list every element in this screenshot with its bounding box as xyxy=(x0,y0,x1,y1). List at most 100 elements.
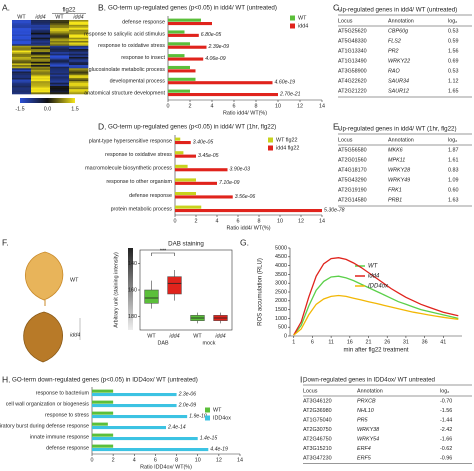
heatmap-cell xyxy=(31,76,51,79)
category-label: innate immune response xyxy=(30,434,89,440)
chart-title: GO-term up-regulated genes (p<0.05) in i… xyxy=(108,124,276,131)
heatmap-cell xyxy=(50,55,70,58)
heatmap-cell xyxy=(50,52,70,55)
bar xyxy=(175,151,184,155)
y-axis-label: ROS accumulation (RLU) xyxy=(258,258,264,326)
heatmap-cell xyxy=(50,32,70,35)
bar xyxy=(92,411,114,415)
category-label: macromolecule biosynthetic process xyxy=(85,166,172,172)
table-cell: AT5G25620 xyxy=(338,28,367,34)
table-cell: 1.09 xyxy=(448,177,459,183)
y-tick-label: 2500 xyxy=(275,289,287,295)
image-label: WT xyxy=(70,277,79,283)
y-tick-label: 2000 xyxy=(275,298,287,304)
p-value-label: 7.10e-09 xyxy=(219,180,240,186)
x-tick-label: 1 xyxy=(292,339,295,345)
legend-swatch xyxy=(268,137,273,143)
heatmap-cell xyxy=(12,37,32,40)
heatmap-cell xyxy=(31,73,51,75)
bar xyxy=(175,209,322,213)
y-tick-label: 3000 xyxy=(275,281,287,287)
heatmap-cell xyxy=(12,31,32,34)
heatmap-cell xyxy=(50,76,70,79)
bar xyxy=(92,393,177,397)
heatmap-cell xyxy=(69,73,89,75)
bar xyxy=(168,45,207,49)
heatmap-cell xyxy=(31,37,51,40)
heatmap-cell xyxy=(31,89,51,92)
heatmap-cell xyxy=(12,48,32,51)
heatmap-cell xyxy=(31,40,51,43)
heatmap-cell xyxy=(31,65,51,67)
legend-label: WT flg22 xyxy=(276,137,297,143)
image-label: idd4 xyxy=(70,332,80,338)
heatmap-cell xyxy=(69,92,89,95)
bar xyxy=(168,42,190,46)
heatmap-cell xyxy=(50,58,70,61)
heatmap-cell xyxy=(12,36,32,38)
heatmap-cell xyxy=(12,63,32,66)
heatmap-cell xyxy=(31,79,51,82)
table-cell: AT1G13340 xyxy=(338,48,367,54)
table-cell: WRKY28 xyxy=(388,167,410,173)
heatmap-cell xyxy=(50,61,70,64)
table-cell: CBP60g xyxy=(388,28,408,34)
heatmap-cell xyxy=(12,74,32,77)
heatmap-cell xyxy=(12,60,32,63)
group-label: DAB xyxy=(157,340,168,346)
table-cell: WRKY49 xyxy=(388,177,410,183)
heatmap-cell xyxy=(69,50,89,53)
x-tick-label: idd4 xyxy=(215,333,225,339)
heatmap-cell xyxy=(12,69,32,72)
heatmap-cell xyxy=(12,42,32,45)
heatmap-cell xyxy=(50,82,70,85)
legend-swatch xyxy=(290,23,295,29)
heatmap-column-label: WT xyxy=(17,14,26,20)
heatmap-cell xyxy=(69,84,89,87)
heatmap-cell xyxy=(31,53,51,56)
heatmap-cell xyxy=(12,55,32,58)
heatmap-cell xyxy=(12,52,32,55)
x-tick-label: 12 xyxy=(216,457,222,463)
heatmap-cell xyxy=(69,29,89,32)
p-value-label: 2.70e-21 xyxy=(279,91,301,97)
table-cell: AT3G46120 xyxy=(303,398,332,404)
heatmap-cell xyxy=(31,36,51,38)
bar xyxy=(168,89,190,93)
heatmap-cell xyxy=(31,32,51,35)
heatmap-cell xyxy=(31,82,51,85)
heatmap-cell xyxy=(12,53,32,56)
box xyxy=(144,289,159,304)
table-cell: 1.87 xyxy=(448,147,459,153)
heatmap-cell xyxy=(69,68,89,71)
heatmap-cell xyxy=(69,21,89,24)
heatmap-cell xyxy=(12,92,32,95)
colorbar-tick-label: 0.0 xyxy=(44,106,52,112)
table-cell: AT3G47230 xyxy=(303,455,332,461)
x-tick-label: 6 xyxy=(237,218,240,224)
heatmap-column-label: idd4 xyxy=(73,14,83,20)
table-cell: -1.44 xyxy=(440,417,452,423)
y-tick-label: 3500 xyxy=(275,272,287,278)
heatmap-cell xyxy=(12,58,32,61)
category-label: response to stress xyxy=(45,412,89,418)
heatmap-cell xyxy=(69,47,89,50)
table-cell: AT2G46750 xyxy=(303,436,332,442)
table-cell: MKK6 xyxy=(388,147,403,153)
chart-title: GO-term up-regulated genes (p<0.05) in i… xyxy=(108,5,277,12)
table-cell: AT1G75040 xyxy=(303,417,332,423)
bar xyxy=(175,164,188,168)
heatmap-cell xyxy=(50,37,70,40)
bar xyxy=(168,57,204,61)
p-value-label: 1.9e-10 xyxy=(189,413,207,419)
category-label: glucosinolate metabolic process xyxy=(89,67,166,73)
table-cell: AT4G18170 xyxy=(338,167,367,173)
heatmap-cell xyxy=(69,90,89,93)
heatmap-cell xyxy=(69,26,89,29)
heatmap-cell xyxy=(69,74,89,77)
category-label: defense response xyxy=(122,19,165,25)
x-tick-label: 8 xyxy=(175,457,178,463)
heatmap-cell xyxy=(31,61,51,64)
category-label: response to salicylic acid stimulus xyxy=(84,31,165,37)
x-tick-label: 16 xyxy=(347,339,353,345)
